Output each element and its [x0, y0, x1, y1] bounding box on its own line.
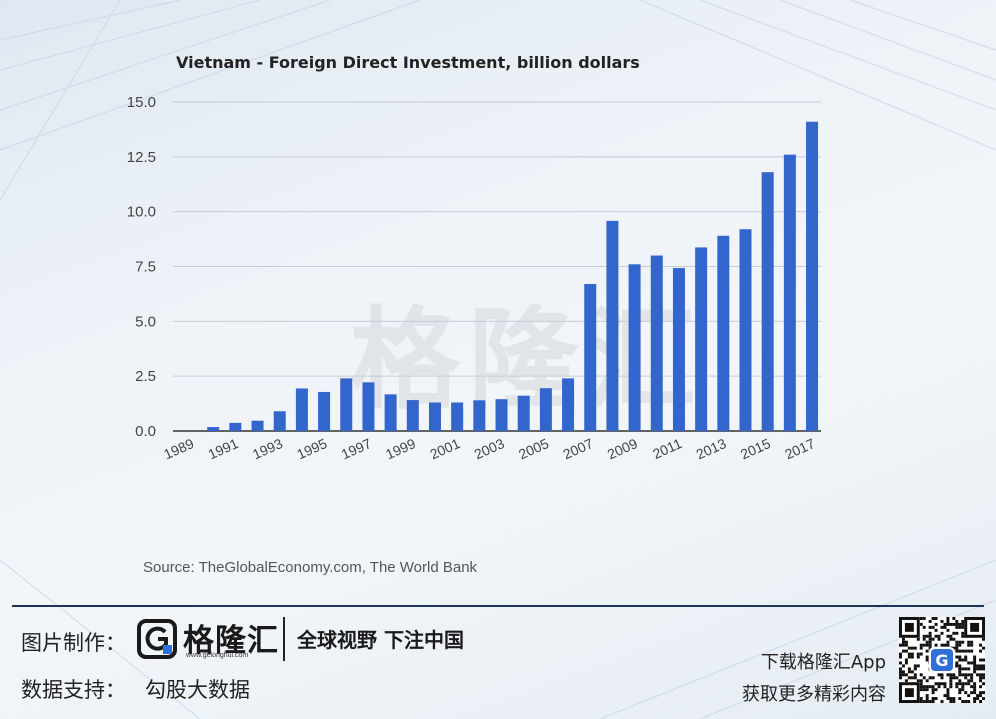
- bar-2000: [428, 402, 441, 431]
- x-tick-label: 2013: [694, 435, 729, 462]
- bar-2005: [539, 388, 552, 431]
- chart-title: Vietnam - Foreign Direct Investment, bil…: [176, 53, 640, 72]
- more-content-text: 获取更多精彩内容: [742, 684, 886, 705]
- x-tick-label: 1991: [206, 435, 241, 462]
- bar-2009: [628, 264, 641, 431]
- x-tick-label: 2009: [605, 435, 640, 462]
- bar-1996: [340, 378, 353, 431]
- bar-2002: [473, 400, 486, 431]
- bar-2017: [806, 121, 819, 432]
- bar-2012: [695, 247, 708, 431]
- gelonghui-logo-icon: [137, 619, 177, 659]
- footer-separator: [283, 617, 285, 661]
- data-support-label: 数据支持：: [21, 678, 126, 702]
- x-tick-label: 2005: [516, 435, 551, 462]
- y-tick-label: 10.0: [127, 204, 156, 221]
- bar-2016: [783, 154, 796, 431]
- bar-1998: [384, 394, 397, 431]
- brand-url: www.gelonghui.com: [186, 652, 249, 659]
- bar-2011: [672, 268, 685, 431]
- y-tick-label: 7.5: [135, 259, 156, 276]
- bar-2015: [761, 172, 774, 432]
- source-text: Source: TheGlobalEconomy.com, The World …: [143, 559, 478, 576]
- bar-1995: [318, 391, 331, 431]
- bar-2013: [717, 235, 730, 431]
- brand-name: 格隆汇: [183, 623, 279, 659]
- x-tick-label: 2011: [650, 435, 684, 462]
- y-tick-label: 2.5: [135, 368, 156, 385]
- bar-1999: [406, 400, 419, 431]
- x-tick-label: 1993: [250, 435, 285, 462]
- y-tick-label: 5.0: [135, 313, 156, 330]
- bar-1990: [207, 427, 220, 431]
- bar-1992: [251, 420, 264, 431]
- x-tick-label: 1989: [161, 435, 196, 462]
- bar-1991: [229, 422, 242, 431]
- svg-text:G: G: [935, 651, 948, 670]
- x-tick-label: 2007: [560, 435, 595, 462]
- bar-1993: [273, 411, 286, 431]
- bar-2006: [562, 378, 575, 431]
- made-by-label: 图片制作：: [21, 631, 126, 655]
- bar-chart: 0.0 2.5 5.0 7.5 10.0 12.5 15.0 1989 1991 1993 1995…: [127, 94, 821, 462]
- x-tick-label: 1999: [383, 435, 418, 462]
- bar-1997: [362, 382, 375, 431]
- x-tick-label: 1995: [294, 435, 329, 462]
- bar-2001: [451, 402, 464, 431]
- bar-2003: [495, 399, 508, 431]
- x-tick-label: 2001: [427, 435, 462, 462]
- download-app-text: 下载格隆汇App: [760, 652, 886, 673]
- bar-1994: [295, 388, 308, 431]
- qr-code-icon[interactable]: G: [899, 617, 985, 703]
- y-tick-label: 0.0: [135, 423, 156, 440]
- x-tick-label: 2017: [782, 435, 817, 462]
- footer-divider: [12, 605, 984, 607]
- bar-2004: [517, 395, 530, 431]
- data-support-value: 勾股大数据: [145, 678, 250, 702]
- bar-2008: [606, 220, 619, 431]
- bar-2007: [584, 284, 597, 431]
- y-tick-label: 15.0: [127, 94, 156, 111]
- slogan: 全球视野 下注中国: [297, 628, 464, 652]
- x-tick-label: 2015: [738, 435, 773, 462]
- bar-2014: [739, 229, 752, 431]
- x-tick-label: 1997: [339, 435, 374, 462]
- y-tick-label: 12.5: [127, 149, 156, 166]
- x-tick-label: 2003: [472, 435, 507, 462]
- bar-2010: [650, 255, 663, 431]
